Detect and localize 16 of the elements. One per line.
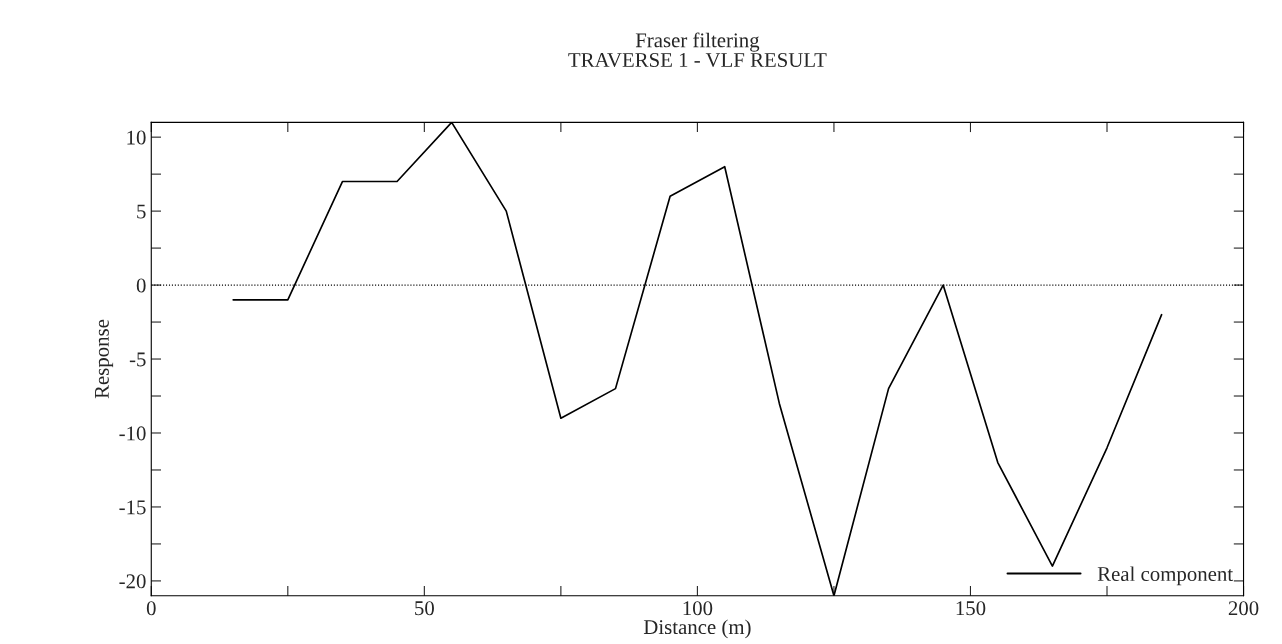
legend-label: Real component bbox=[1097, 566, 1233, 586]
y-tick-label: 0 bbox=[136, 278, 146, 293]
x-axis-title: Distance (m) bbox=[643, 619, 751, 639]
x-tick-label: 200 bbox=[1228, 601, 1259, 616]
y-tick-label: -20 bbox=[119, 574, 146, 589]
x-tick-label: 0 bbox=[146, 601, 156, 616]
x-tick-label: 150 bbox=[956, 601, 986, 616]
y-axis-title: Response bbox=[95, 319, 114, 399]
x-tick-label: 50 bbox=[415, 601, 434, 616]
y-tick-label: 5 bbox=[137, 204, 146, 219]
x-tick-label: 100 bbox=[683, 601, 713, 616]
y-tick-label: -5 bbox=[129, 352, 146, 367]
y-tick-label: 10 bbox=[127, 130, 146, 145]
y-tick-label: -15 bbox=[119, 500, 146, 515]
y-tick-label: -10 bbox=[119, 426, 146, 441]
chart-title: Fraser filtering TRAVERSE 1 - VLF RESULT bbox=[568, 32, 827, 68]
